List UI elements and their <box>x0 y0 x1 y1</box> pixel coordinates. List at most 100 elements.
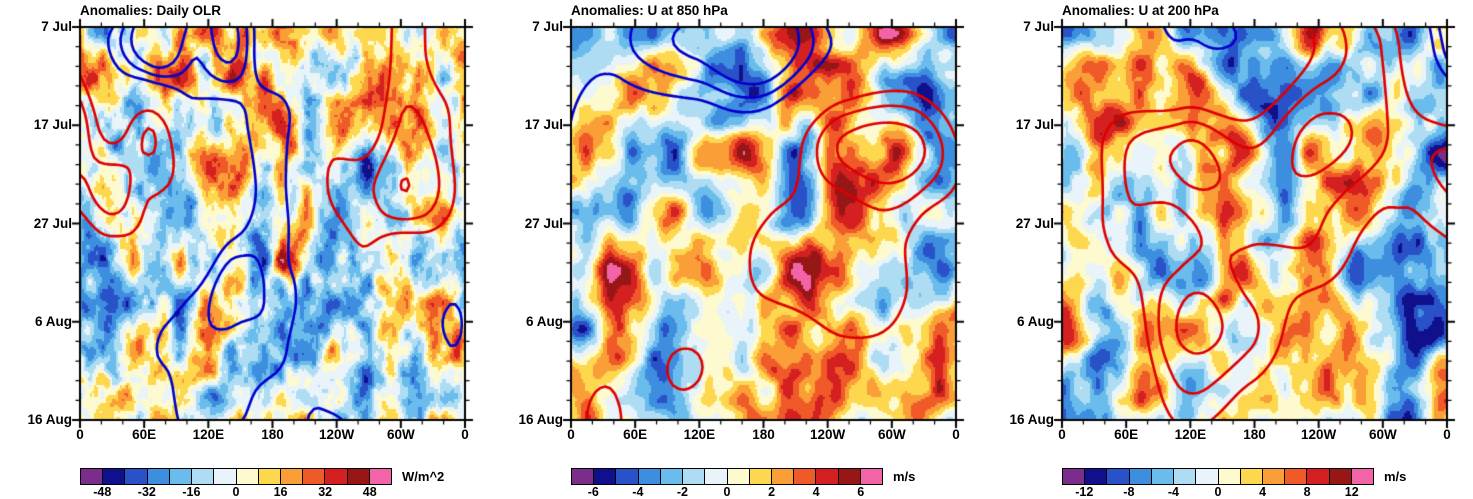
x-tick-label: 120W <box>1301 427 1337 442</box>
colorbar-cell <box>102 468 126 485</box>
x-tick-label: 0 <box>952 427 960 442</box>
x-tick-label: 0 <box>567 427 575 442</box>
colorbar-cell <box>124 468 148 485</box>
colorbar-tick-label: 2 <box>768 485 776 499</box>
x-tick-label: 120E <box>683 427 716 442</box>
colorbar <box>571 468 884 485</box>
x-tick-label: 180 <box>1243 427 1266 442</box>
x-tick-label: 180 <box>752 427 775 442</box>
colorbar-cell <box>637 468 661 485</box>
colorbar-cell <box>859 468 884 485</box>
colorbar-cell <box>1284 468 1308 485</box>
colorbar-tick-label: 0 <box>1214 485 1222 499</box>
x-tick-label: 0 <box>1443 427 1451 442</box>
colorbar <box>1062 468 1375 485</box>
x-tick-label: 60W <box>877 427 906 442</box>
y-tick-label: 7 Jul <box>532 19 563 34</box>
y-tick-label: 6 Aug <box>35 313 72 329</box>
x-tick-label: 60W <box>386 427 415 442</box>
colorbar-tick-label: 0 <box>232 485 240 499</box>
colorbar-tick-label: -2 <box>676 485 688 499</box>
y-tick-label: 17 Jul <box>33 117 72 133</box>
y-tick-label: 27 Jul <box>33 215 72 231</box>
colorbar-cell <box>1128 468 1152 485</box>
colorbar-cell <box>80 468 104 485</box>
colorbar-cell <box>302 468 326 485</box>
colorbar-cell <box>770 468 795 485</box>
x-tick-label: 60E <box>623 427 648 442</box>
colorbar-tick-label: -48 <box>93 485 112 499</box>
x-tick-label: 0 <box>76 427 84 442</box>
colorbar-cell <box>1173 468 1197 485</box>
colorbar-cell <box>1306 468 1330 485</box>
colorbar-tick-label: 8 <box>1303 485 1311 499</box>
colorbar-tick-label: 48 <box>362 485 377 499</box>
colorbar-cell <box>1106 468 1130 485</box>
x-tick-label: 120W <box>319 427 355 442</box>
colorbar-cell <box>368 468 393 485</box>
colorbar-tick-label: -8 <box>1123 485 1135 499</box>
colorbar-tick-label: -4 <box>1167 485 1179 499</box>
colorbar-tick-label: 0 <box>723 485 731 499</box>
colorbar-tick-label: -12 <box>1075 485 1094 499</box>
u200-plot-canvas <box>982 0 1473 434</box>
y-tick-label: 16 Aug <box>518 412 563 427</box>
colorbar-unit-label: m/s <box>893 469 916 484</box>
colorbar-cell <box>1350 468 1375 485</box>
colorbar-tick-label: 4 <box>812 485 820 499</box>
colorbar-cell <box>168 468 193 485</box>
colorbar-tick-label: 4 <box>1259 485 1267 499</box>
colorbar-cell <box>1062 468 1086 485</box>
colorbar-cell <box>1150 468 1175 485</box>
colorbar-tick-label: 6 <box>857 485 865 499</box>
colorbar-cell <box>659 468 684 485</box>
u850-plot-canvas <box>491 0 982 434</box>
x-tick-label: 60E <box>132 427 157 442</box>
colorbar-cell <box>1084 468 1108 485</box>
colorbar-cell <box>726 468 750 485</box>
colorbar-cell <box>146 468 170 485</box>
colorbar-tick-label: 32 <box>318 485 333 499</box>
colorbar-cell <box>346 468 370 485</box>
colorbar-tick-label: -6 <box>587 485 599 499</box>
colorbar-cell <box>837 468 861 485</box>
colorbar-cell <box>257 468 281 485</box>
colorbar-tick-label: -4 <box>632 485 644 499</box>
colorbar-cell <box>279 468 304 485</box>
colorbar-cell <box>235 468 259 485</box>
colorbar-cell <box>1217 468 1241 485</box>
olr-plot-canvas <box>0 0 491 434</box>
colorbar-cell <box>1195 468 1219 485</box>
y-tick-label: 16 Aug <box>1009 412 1054 427</box>
colorbar-tick-label: -32 <box>137 485 156 499</box>
y-tick-label: 17 Jul <box>524 117 563 133</box>
x-tick-label: 0 <box>461 427 469 442</box>
colorbar-cell <box>191 468 215 485</box>
y-tick-label: 27 Jul <box>524 215 563 231</box>
colorbar-cell <box>615 468 639 485</box>
colorbar-cell <box>571 468 595 485</box>
x-tick-label: 120E <box>192 427 225 442</box>
y-tick-label: 16 Aug <box>27 412 72 427</box>
colorbar-cell <box>1261 468 1286 485</box>
y-tick-label: 6 Aug <box>1017 313 1054 329</box>
x-tick-label: 120E <box>1174 427 1207 442</box>
x-tick-label: 180 <box>261 427 284 442</box>
x-tick-label: 0 <box>1058 427 1066 442</box>
x-tick-label: 60E <box>1114 427 1139 442</box>
colorbar-cell <box>682 468 706 485</box>
y-tick-label: 27 Jul <box>1015 215 1054 231</box>
colorbar-unit-label: W/m^2 <box>402 469 445 484</box>
y-tick-label: 17 Jul <box>1015 117 1054 133</box>
colorbar-cell <box>593 468 617 485</box>
colorbar-tick-label: 12 <box>1344 485 1359 499</box>
colorbar-cell <box>1328 468 1352 485</box>
colorbar-cell <box>748 468 772 485</box>
colorbar-cell <box>704 468 728 485</box>
colorbar-cell <box>815 468 839 485</box>
y-tick-label: 7 Jul <box>1023 19 1054 34</box>
colorbar <box>80 468 393 485</box>
